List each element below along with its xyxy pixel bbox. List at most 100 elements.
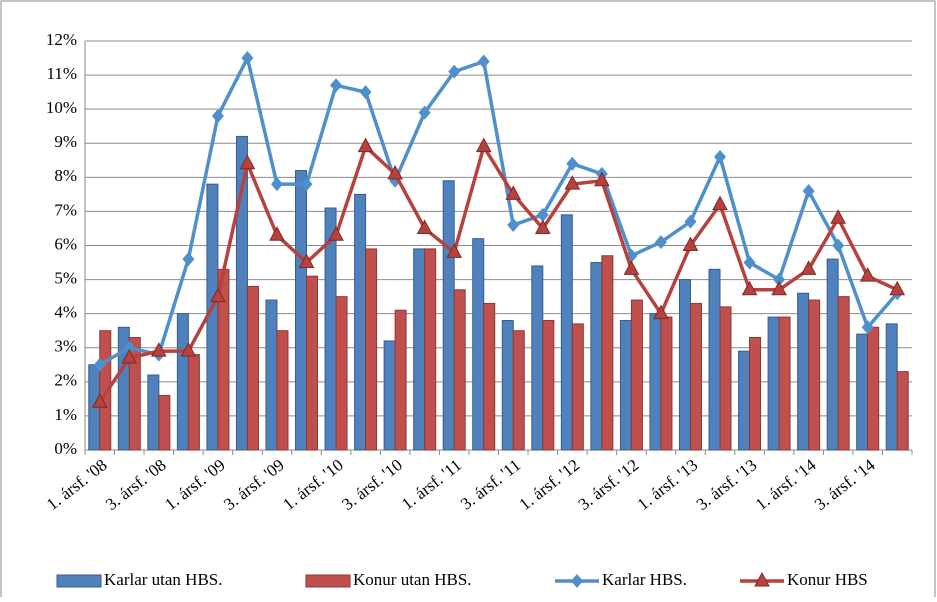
bar — [749, 337, 762, 451]
bar — [678, 279, 691, 451]
marker — [298, 253, 315, 269]
marker — [684, 214, 697, 229]
marker — [714, 149, 727, 164]
marker — [123, 340, 136, 355]
bar — [689, 302, 702, 451]
bar — [630, 299, 643, 451]
legend-label: Karlar HBS. — [602, 570, 687, 589]
marker — [210, 287, 226, 303]
bar — [885, 323, 898, 451]
marker — [534, 219, 551, 234]
bar — [767, 316, 780, 451]
bar — [394, 309, 407, 451]
marker — [861, 320, 874, 335]
bar — [797, 292, 810, 451]
legend-swatch — [305, 574, 351, 588]
marker — [741, 280, 758, 296]
bar — [531, 265, 544, 451]
marker — [594, 171, 610, 187]
line — [98, 142, 898, 404]
legend-marker — [571, 574, 583, 588]
bar — [99, 330, 112, 451]
bar — [719, 306, 732, 451]
bar — [176, 313, 189, 451]
marker — [653, 304, 669, 320]
legend-label: Karlar utan HBS. — [104, 570, 223, 589]
marker — [269, 226, 285, 241]
y-tick-label: 6% — [54, 234, 77, 253]
marker — [802, 183, 815, 198]
marker — [623, 260, 640, 275]
bar — [335, 296, 348, 451]
bar — [413, 248, 426, 451]
y-tick-label: 4% — [54, 303, 77, 322]
bar — [147, 374, 160, 451]
marker — [93, 357, 106, 372]
legend-swatch — [56, 574, 102, 588]
bar — [738, 350, 751, 451]
bar — [354, 193, 367, 451]
bar — [837, 296, 850, 451]
bar — [778, 316, 791, 451]
bar — [619, 319, 632, 451]
bar — [187, 354, 200, 451]
marker — [800, 260, 817, 275]
marker — [211, 108, 224, 123]
marker — [446, 243, 463, 258]
y-tick-label: 8% — [54, 166, 77, 185]
bar — [295, 170, 308, 451]
marker — [743, 255, 756, 270]
marker — [387, 164, 403, 180]
y-tick-label: 10% — [46, 98, 77, 117]
bar — [383, 340, 396, 451]
bar — [590, 262, 603, 451]
marker — [328, 226, 344, 241]
marker — [121, 348, 138, 364]
bar — [265, 299, 278, 451]
y-tick-label: 9% — [54, 132, 77, 151]
y-tick-label: 5% — [54, 268, 77, 287]
marker — [418, 105, 431, 120]
marker — [566, 156, 579, 171]
marker — [300, 177, 313, 192]
y-tick-label: 2% — [54, 371, 77, 390]
marker — [448, 64, 461, 79]
bar — [512, 330, 525, 451]
bar — [306, 275, 319, 451]
bar — [483, 302, 496, 451]
marker — [859, 267, 876, 282]
marker — [182, 252, 195, 267]
bar — [276, 330, 289, 451]
bar — [856, 333, 869, 451]
marker — [416, 219, 433, 234]
line — [98, 52, 899, 367]
bar — [560, 214, 573, 451]
marker — [771, 280, 787, 296]
marker — [270, 177, 283, 192]
marker — [889, 280, 906, 296]
y-tick-label: 0% — [54, 439, 77, 458]
bar — [649, 313, 662, 451]
marker — [564, 175, 581, 190]
marker — [477, 54, 490, 69]
marker — [536, 207, 549, 222]
bar — [424, 248, 437, 451]
marker — [151, 342, 167, 357]
marker — [832, 238, 845, 253]
bar — [501, 319, 514, 451]
marker — [359, 85, 372, 100]
marker — [239, 154, 256, 170]
marker — [475, 137, 492, 153]
marker — [682, 236, 699, 251]
bar — [867, 326, 880, 451]
marker — [505, 185, 522, 200]
bar — [896, 371, 909, 451]
marker — [330, 78, 343, 93]
bar — [246, 285, 259, 451]
marker — [507, 218, 520, 233]
bar — [601, 255, 614, 451]
bar — [826, 258, 839, 451]
marker — [91, 393, 108, 408]
bar — [128, 337, 141, 451]
